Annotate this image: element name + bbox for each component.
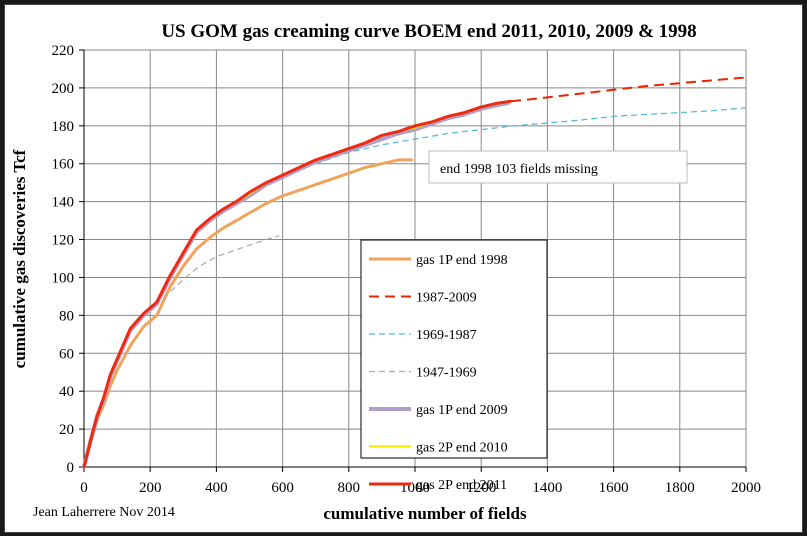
x-tick-label: 400 (205, 480, 228, 496)
x-tick-label: 600 (271, 480, 294, 496)
y-tick-label: 80 (59, 308, 74, 324)
x-tick-label: 1200 (466, 480, 496, 496)
legend-label: gas 1P end 2009 (416, 403, 508, 418)
y-tick-label: 60 (59, 346, 74, 362)
legend-box (360, 239, 548, 459)
x-tick-label: 800 (338, 480, 361, 496)
series-lines (82, 76, 747, 469)
x-axis-title: cumulative number of fields (323, 504, 527, 523)
series-line-6 (82, 99, 513, 469)
y-tick-label: 0 (67, 460, 75, 476)
x-tick-label: 1400 (532, 480, 562, 496)
y-tick-label: 180 (52, 119, 75, 135)
y-axis-title: cumulative gas discoveries Tcf (10, 149, 29, 368)
y-tick-label: 220 (52, 43, 75, 59)
legend-label: gas 1P end 1998 (416, 253, 508, 268)
y-tick-label: 140 (52, 195, 75, 211)
chart-svg: US GOM gas creaming curve BOEM end 2011,… (10, 21, 761, 523)
annotation: end 1998 103 fields missing (428, 150, 688, 184)
legend-label: 1969-1987 (416, 328, 477, 343)
y-tick-label: 160 (52, 157, 75, 173)
x-tick-label: 1800 (665, 480, 695, 496)
x-tick-label: 200 (139, 480, 162, 496)
legend-label: 1947-1969 (416, 366, 477, 381)
chart-frame: US GOM gas creaming curve BOEM end 2011,… (4, 4, 803, 533)
chart-title: US GOM gas creaming curve BOEM end 2011,… (161, 21, 696, 42)
series-line-3 (162, 235, 280, 299)
credit-text: Jean Laherrere Nov 2014 (33, 505, 175, 520)
y-tick-label: 200 (52, 81, 75, 97)
x-tick-label: 0 (80, 480, 88, 496)
annotation-text: end 1998 103 fields missing (440, 162, 598, 177)
annotation-box (428, 150, 688, 184)
y-tick-label: 120 (52, 233, 75, 249)
series-line-0 (82, 158, 414, 469)
series-line-1 (510, 76, 747, 103)
legend: gas 1P end 1998 1987-2009 1969-1987 1947-19… (360, 239, 548, 493)
y-tick-label: 20 (59, 422, 74, 438)
x-tick-label: 2000 (731, 480, 761, 496)
legend-label: 1987-2009 (416, 291, 477, 306)
series-line-2 (315, 107, 747, 165)
y-tick-label: 100 (52, 270, 75, 286)
y-tick-label: 40 (59, 384, 74, 400)
legend-label: gas 2P end 2011 (416, 478, 507, 493)
x-tick-label: 1600 (599, 480, 629, 496)
legend-label: gas 2P end 2010 (416, 441, 508, 456)
